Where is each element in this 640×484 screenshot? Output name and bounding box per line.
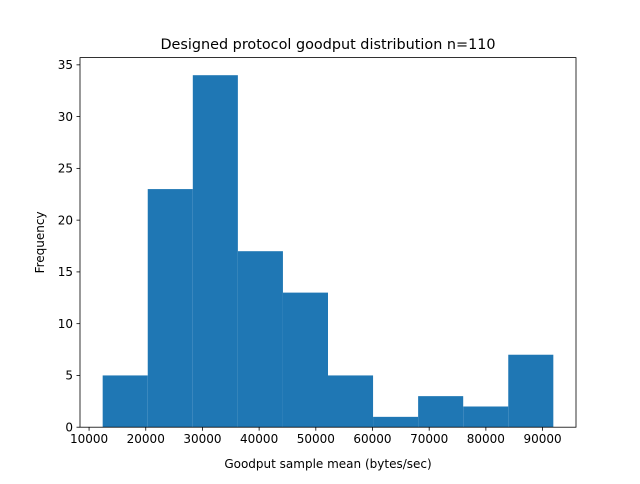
histogram-bar [463,406,509,428]
x-tick-label: 60000 [353,432,391,446]
histogram-bar [192,75,238,428]
y-tick-label: 5 [65,369,73,383]
x-axis-ticks: 10000 20000 30000 40000 50000 60000 70000 80000… [70,427,562,446]
histogram-bar [373,416,419,428]
x-tick-label: 50000 [297,432,335,446]
y-tick-label: 15 [58,265,73,279]
x-tick-label: 40000 [240,432,278,446]
y-tick-label: 0 [65,421,73,435]
histogram-bar [328,375,374,428]
x-tick-label: 10000 [70,432,108,446]
y-tick-label: 25 [58,162,73,176]
x-tick-label: 90000 [523,432,561,446]
x-axis-label: Goodput sample mean (bytes/sec) [224,457,431,471]
y-axis-ticks: 0 5 10 15 20 25 30 35 [58,58,80,435]
y-tick-label: 20 [58,213,73,227]
y-tick-label: 35 [58,58,73,72]
x-tick-label: 80000 [467,432,505,446]
histogram-bar [102,375,148,428]
y-tick-label: 30 [58,110,73,124]
histogram-bars [102,75,554,428]
histogram-bar [282,292,328,428]
x-tick-label: 70000 [410,432,448,446]
histogram-bar [508,354,554,428]
y-axis-label: Frequency [33,211,47,273]
histogram-bar [237,251,283,428]
histogram-bar [147,189,193,428]
y-tick-label: 10 [58,317,73,331]
x-tick-label: 20000 [127,432,165,446]
x-tick-label: 30000 [183,432,221,446]
plot-frame [79,57,577,428]
histogram-bar [418,396,464,428]
chart-title: Designed protocol goodput distribution n… [160,37,495,53]
